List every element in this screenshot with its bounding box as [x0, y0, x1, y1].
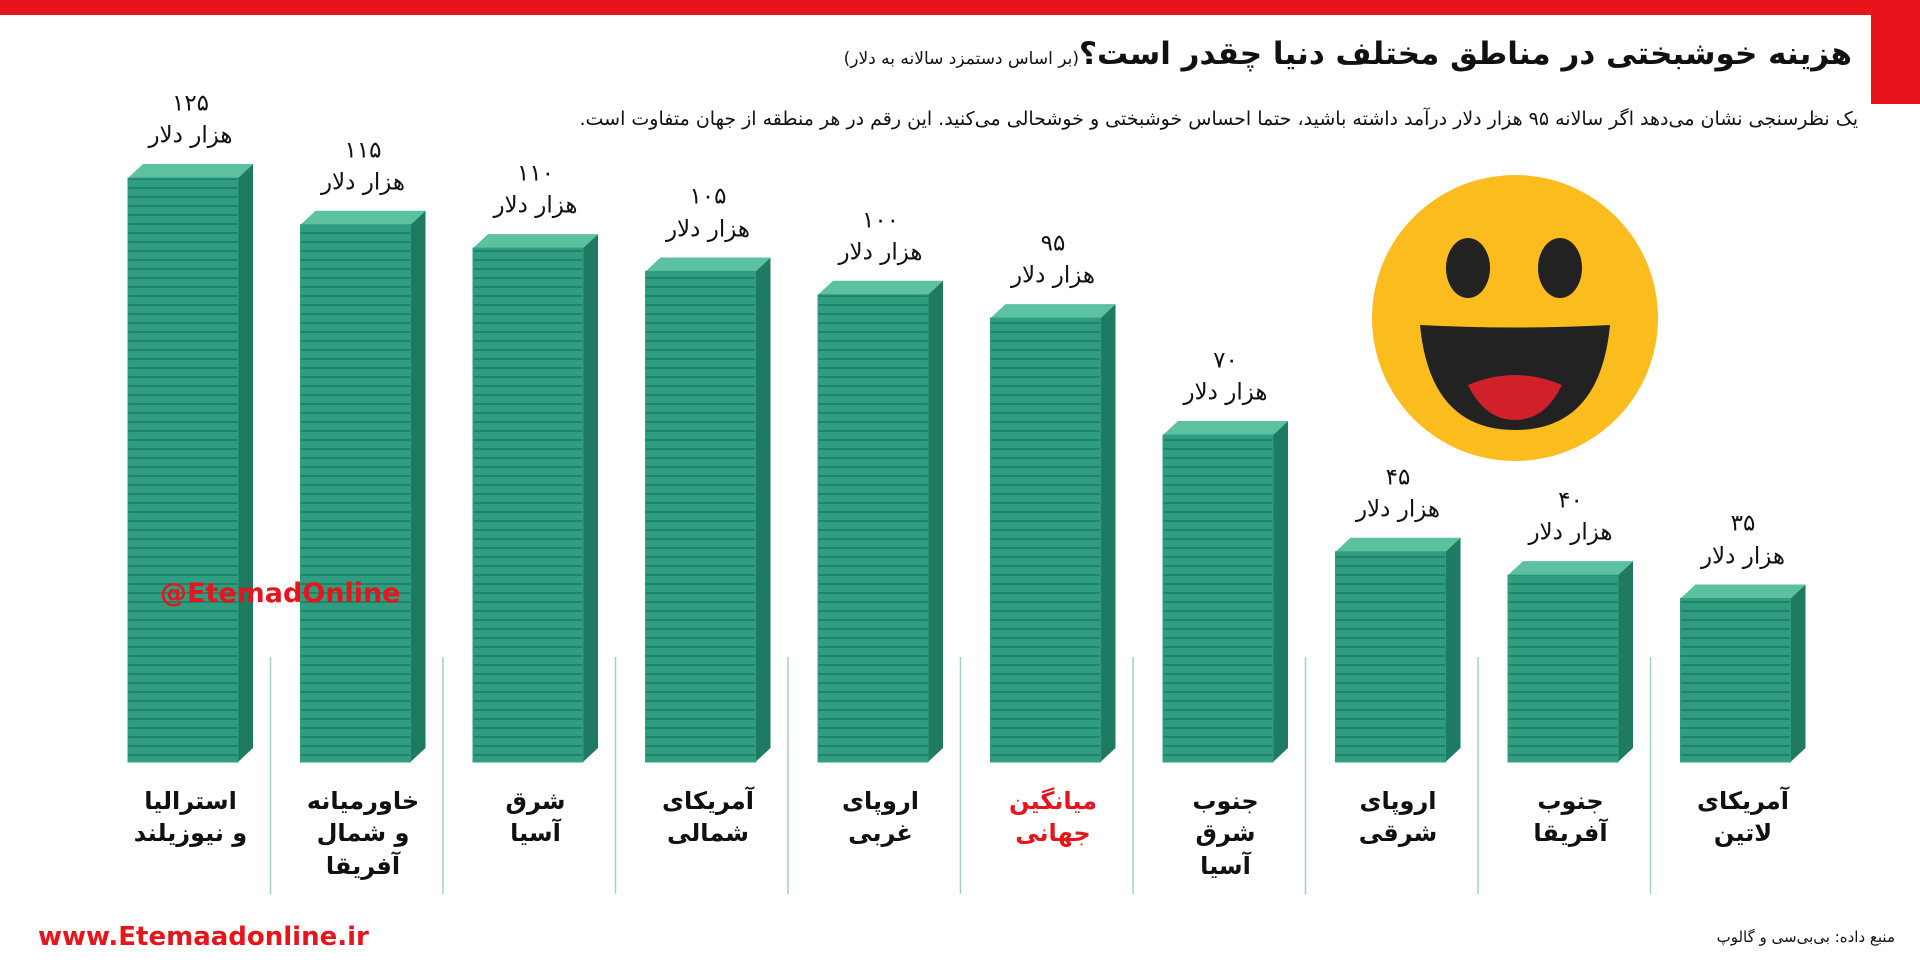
- value-label: ۹۵ هزار دلار: [1010, 230, 1096, 289]
- category-label: جنوب شرق آسیا: [1192, 787, 1259, 880]
- category-label: اروپای شرقی: [1358, 787, 1438, 848]
- value-label: ۱۰۰ هزار دلار: [838, 207, 923, 266]
- bar-side: [410, 210, 426, 763]
- bar: [1162, 434, 1274, 763]
- category-label: آمریکای شمالی: [662, 787, 754, 848]
- bar-top: [128, 164, 253, 178]
- bar: [300, 224, 411, 763]
- value-label: ۱۰۵ هزار دلار: [665, 184, 751, 243]
- description: یک نظرسنجی نشان می‌دهد اگر سالانه ۹۵ هزا…: [579, 108, 1858, 130]
- bar: [472, 247, 584, 763]
- bar: [1335, 551, 1446, 763]
- value-label: ۴۰ هزار دلار: [1528, 487, 1613, 546]
- bar: [1680, 597, 1791, 763]
- category-label: شرق آسیا: [505, 787, 566, 848]
- bar-side: [1790, 584, 1806, 762]
- handle: @EtemadOnline: [160, 578, 401, 609]
- source: منبع داده: بی‌بی‌سی و گالوپ: [1716, 928, 1895, 946]
- bar-side: [1445, 537, 1461, 762]
- bar-top: [645, 257, 771, 272]
- category-label: میانگین جهانی: [1008, 787, 1098, 848]
- bar-side: [1273, 420, 1288, 762]
- title-row: هزینه خوشبختی در مناطق مختلف دنیا چقدر ا…: [844, 36, 1852, 72]
- bar-side: [928, 280, 943, 762]
- value-label: ۱۱۵ هزار دلار: [320, 137, 406, 196]
- bar-side: [1618, 561, 1633, 762]
- bar-top: [1163, 420, 1288, 435]
- bar-top: [300, 210, 426, 225]
- category-label: آمریکای لاتین: [1697, 787, 1789, 848]
- bar: [645, 270, 756, 763]
- bar-top: [1335, 537, 1461, 552]
- smiley: [1372, 175, 1658, 461]
- bar-side: [755, 257, 771, 762]
- bar-top: [1680, 584, 1806, 599]
- category-label: استرالیا و نیوزیلند: [133, 787, 248, 848]
- value-label: ۱۲۵ هزار دلار: [148, 90, 233, 149]
- bar-top: [473, 234, 598, 249]
- category-label: اروپای غربی: [842, 787, 919, 848]
- subtitle: (بر اساس دستمزد سالانه به دلار): [843, 49, 1079, 69]
- bar: [817, 294, 929, 763]
- top-band: [0, 0, 1920, 15]
- bar: [127, 177, 239, 763]
- category-label: جنوب آفریقا: [1533, 787, 1608, 848]
- bar-top: [818, 280, 943, 295]
- corner-block: [1871, 0, 1920, 104]
- value-label: ۷۰ هزار دلار: [1183, 347, 1268, 406]
- bar-side: [238, 164, 253, 762]
- website: www.Etemaadonline.ir: [38, 922, 369, 952]
- category-label: خاورمیانه و شمال آفریقا: [306, 787, 420, 880]
- bar-side: [1100, 304, 1116, 762]
- value-label: ۳۵ هزار دلار: [1700, 511, 1786, 570]
- bar: [990, 317, 1101, 763]
- title: هزینه خوشبختی در مناطق مختلف دنیا چقدر ا…: [1078, 36, 1852, 72]
- value-label: ۴۵ هزار دلار: [1355, 464, 1441, 523]
- value-label: ۱۱۰ هزار دلار: [493, 160, 578, 219]
- bar: [1507, 574, 1619, 763]
- bar-top: [1508, 561, 1633, 576]
- bar-side: [583, 234, 598, 762]
- bar-top: [990, 304, 1116, 319]
